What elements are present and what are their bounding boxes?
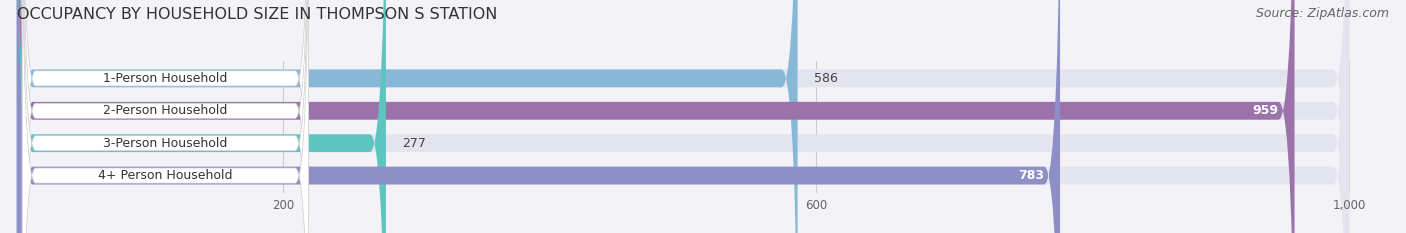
- Text: 2-Person Household: 2-Person Household: [103, 104, 228, 117]
- Text: 1-Person Household: 1-Person Household: [103, 72, 228, 85]
- Text: 4+ Person Household: 4+ Person Household: [98, 169, 232, 182]
- FancyBboxPatch shape: [22, 0, 309, 233]
- FancyBboxPatch shape: [17, 0, 1350, 233]
- Text: 959: 959: [1253, 104, 1278, 117]
- Text: 783: 783: [1018, 169, 1045, 182]
- FancyBboxPatch shape: [22, 0, 309, 233]
- FancyBboxPatch shape: [17, 0, 1295, 233]
- FancyBboxPatch shape: [22, 0, 309, 233]
- FancyBboxPatch shape: [17, 0, 1350, 233]
- FancyBboxPatch shape: [17, 0, 797, 233]
- Text: 277: 277: [402, 137, 426, 150]
- FancyBboxPatch shape: [17, 0, 385, 233]
- FancyBboxPatch shape: [17, 0, 1350, 233]
- FancyBboxPatch shape: [17, 0, 1350, 233]
- FancyBboxPatch shape: [17, 0, 1060, 233]
- Text: 3-Person Household: 3-Person Household: [103, 137, 228, 150]
- Text: OCCUPANCY BY HOUSEHOLD SIZE IN THOMPSON S STATION: OCCUPANCY BY HOUSEHOLD SIZE IN THOMPSON …: [17, 7, 498, 22]
- FancyBboxPatch shape: [22, 0, 309, 233]
- Text: 586: 586: [814, 72, 838, 85]
- Text: Source: ZipAtlas.com: Source: ZipAtlas.com: [1256, 7, 1389, 20]
